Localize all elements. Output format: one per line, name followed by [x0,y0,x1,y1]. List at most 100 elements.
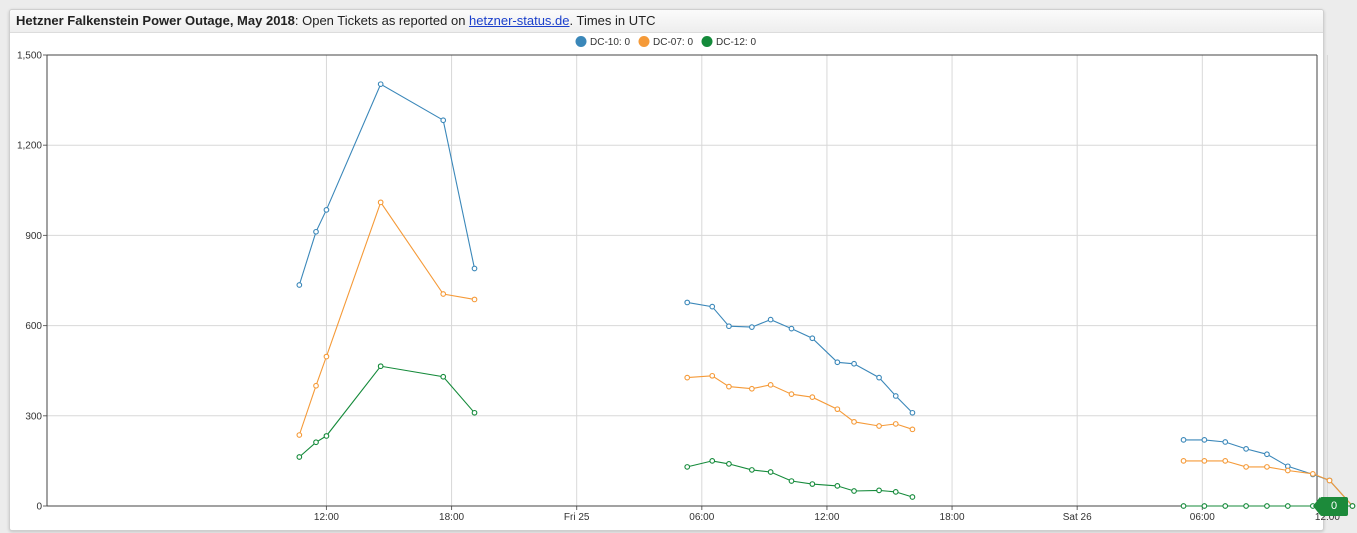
series-line-dc-07 [298,201,475,436]
data-point-dc-07[interactable] [909,426,916,433]
data-point-dc-07[interactable] [876,423,882,429]
data-point-dc-12[interactable] [1243,503,1249,509]
data-point-dc-10[interactable] [313,228,319,235]
data-point-dc-12[interactable] [834,483,841,489]
y-tick-label: 1,200 [17,141,42,152]
data-point-dc-10[interactable] [1243,446,1249,452]
data-point-dc-07[interactable] [1284,467,1291,474]
y-tick-label: 0 [36,502,42,513]
x-tick-label: Fri 25 [564,512,590,523]
data-point-dc-10[interactable] [440,117,447,124]
data-point-dc-12[interactable] [1349,503,1356,509]
data-point-dc-12[interactable] [767,469,774,475]
x-tick-label: 12:00 [1315,512,1340,523]
data-point-dc-07[interactable] [749,385,755,392]
data-point-dc-07[interactable] [767,381,774,388]
data-point-dc-10[interactable] [909,409,916,416]
data-point-dc-10[interactable] [1222,439,1229,445]
data-point-dc-12[interactable] [876,487,882,494]
data-point-dc-12[interactable] [788,478,795,484]
data-point-dc-07[interactable] [1326,477,1333,484]
x-tick-label: 06:00 [1190,512,1215,523]
data-point-dc-07[interactable] [1180,458,1187,464]
data-point-dc-12[interactable] [1264,503,1270,509]
data-point-dc-10[interactable] [788,325,795,332]
data-point-dc-10[interactable] [684,299,691,306]
legend-swatch-dc-10[interactable] [575,36,587,47]
data-point-dc-12[interactable] [892,489,899,495]
title-bold: Hetzner Falkenstein Power Outage, May 20… [16,13,295,28]
chart-title: Hetzner Falkenstein Power Outage, May 20… [10,10,1323,33]
data-point-dc-10[interactable] [749,324,755,330]
data-point-dc-12[interactable] [313,439,319,446]
data-point-dc-10[interactable] [767,316,774,323]
data-point-dc-10[interactable] [709,303,716,310]
data-point-dc-10[interactable] [834,359,841,366]
data-point-dc-10[interactable] [377,81,384,88]
data-point-dc-10[interactable] [876,374,882,381]
data-point-dc-10[interactable] [892,393,899,399]
data-point-dc-07[interactable] [1309,470,1316,477]
y-tick-label: 1,500 [17,51,42,62]
data-point-dc-12[interactable] [471,409,478,416]
data-point-dc-12[interactable] [1180,503,1187,509]
hetzner-status-link[interactable]: hetzner-status.de [469,13,570,28]
data-point-dc-07[interactable] [440,291,447,297]
data-point-dc-10[interactable] [1201,437,1208,443]
data-point-dc-10[interactable] [809,335,816,342]
data-point-dc-12[interactable] [1284,503,1291,509]
x-tick-label: Sat 26 [1063,512,1092,523]
x-tick-label: 12:00 [814,512,839,523]
data-point-dc-07[interactable] [296,432,303,438]
data-point-dc-10[interactable] [296,282,303,288]
data-point-dc-10[interactable] [1180,437,1187,443]
x-tick-label: 06:00 [689,512,714,523]
legend-label-dc-10[interactable]: DC-10: 0 [590,37,630,48]
data-point-dc-07[interactable] [323,353,330,360]
data-point-dc-07[interactable] [1201,458,1208,464]
data-point-dc-07[interactable] [788,391,795,398]
data-point-dc-12[interactable] [323,433,330,439]
data-point-dc-07[interactable] [809,394,816,401]
legend-label-dc-12[interactable]: DC-12: 0 [716,37,756,48]
data-point-dc-12[interactable] [684,464,691,470]
current-value-badge: 0 [1313,497,1348,516]
data-point-dc-12[interactable] [809,481,816,487]
legend-swatch-dc-07[interactable] [638,36,650,47]
data-point-dc-12[interactable] [726,461,732,467]
data-point-dc-07[interactable] [1222,458,1229,464]
data-point-dc-12[interactable] [440,373,447,380]
data-point-dc-10[interactable] [323,206,330,213]
data-point-dc-07[interactable] [471,296,478,303]
data-point-dc-12[interactable] [749,467,755,473]
data-point-dc-10[interactable] [726,323,732,330]
x-tick-label: 18:00 [439,512,464,523]
legend-label-dc-07[interactable]: DC-07: 0 [653,37,693,48]
data-point-dc-07[interactable] [684,374,691,381]
data-point-dc-12[interactable] [296,454,303,460]
data-point-dc-12[interactable] [851,488,857,494]
data-point-dc-10[interactable] [471,265,478,272]
data-point-dc-07[interactable] [377,199,384,206]
data-point-dc-07[interactable] [1243,464,1249,470]
y-tick-label: 300 [25,411,42,422]
data-point-dc-07[interactable] [726,383,732,390]
data-point-dc-07[interactable] [834,406,841,413]
data-point-dc-12[interactable] [1222,503,1229,509]
title-suffix: . Times in UTC [569,13,656,28]
data-point-dc-12[interactable] [909,494,916,500]
data-point-dc-12[interactable] [377,363,384,370]
x-tick-label: 12:00 [314,512,339,523]
legend-swatch-dc-12[interactable] [701,36,713,47]
data-point-dc-12[interactable] [709,458,716,464]
data-point-dc-07[interactable] [709,372,716,379]
data-point-dc-10[interactable] [1264,451,1270,458]
data-point-dc-07[interactable] [1264,464,1270,470]
series-line-dc-10 [298,83,476,286]
data-point-dc-07[interactable] [313,382,319,389]
data-point-dc-07[interactable] [851,418,857,425]
data-point-dc-07[interactable] [892,421,899,427]
data-point-dc-12[interactable] [1201,503,1208,509]
data-point-dc-10[interactable] [851,360,857,367]
